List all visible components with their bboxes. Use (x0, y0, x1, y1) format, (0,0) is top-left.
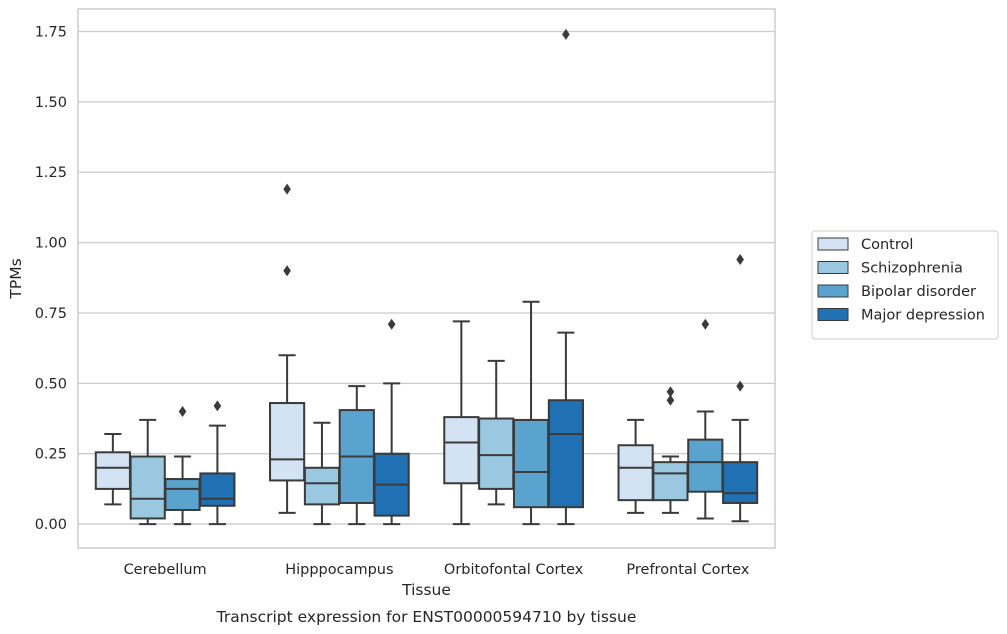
box-body (269, 402, 306, 482)
x-tick-label: Hipppocampus (285, 562, 393, 578)
legend-item: Bipolar disorder (817, 284, 976, 300)
box-body (722, 461, 759, 504)
outlier-point (736, 380, 744, 392)
box-2-3 (547, 28, 584, 526)
y-tick-label: 1.50 (35, 95, 67, 111)
y-axis-label: TPMs (7, 258, 25, 299)
legend-swatch (817, 261, 849, 274)
outlier-point (283, 183, 291, 195)
box-body (129, 455, 166, 520)
box-3-0 (617, 418, 654, 514)
legend-item: Major depression (817, 308, 985, 324)
outlier-point (666, 386, 675, 398)
legend-swatch (817, 284, 849, 298)
x-tick-label: Orbitofontal Cortex (444, 562, 584, 578)
chart-caption: Transcript expression for ENST0000059471… (216, 608, 637, 626)
outlier-point (736, 254, 744, 266)
legend-swatch (817, 308, 849, 321)
x-tick-label: Prefrontal Cortex (626, 562, 749, 578)
box-body (617, 444, 654, 502)
legend-item: Control (817, 237, 913, 253)
box-1-2 (338, 385, 375, 526)
y-tick-label: 0.00 (35, 517, 67, 533)
box-body (199, 472, 236, 507)
outlier-point (283, 265, 291, 277)
box-0-3 (199, 400, 236, 526)
x-axis-label: Tissue (401, 581, 451, 599)
legend-label: Schizophrenia (861, 261, 963, 277)
box-3-3 (722, 254, 759, 523)
box-body (652, 461, 689, 502)
box-3-1 (652, 386, 689, 514)
legend-label: Bipolar disorder (861, 284, 976, 300)
legend-label: Major depression (861, 308, 985, 324)
box-2-1 (478, 359, 515, 506)
legend-frame (811, 230, 999, 340)
y-tick-label: 0.50 (35, 376, 67, 392)
legend-label: Control (861, 237, 913, 253)
box-2-2 (512, 300, 550, 526)
outlier-point (387, 318, 396, 330)
box-3-2 (687, 318, 724, 520)
legend: Control Schizophrenia Bipolar disorder Majo… (811, 230, 999, 340)
outlier-point (562, 28, 570, 40)
y-tick-label: 0.25 (35, 447, 67, 463)
box-body (687, 438, 724, 493)
box-2-0 (443, 320, 480, 526)
box-body (303, 466, 341, 506)
box-body (164, 478, 201, 512)
y-tick-label: 0.75 (35, 306, 67, 322)
outlier-point (178, 405, 187, 417)
x-axis-ticks: Cerebellum Hipppocampus Orbitofontal Corte… (124, 562, 750, 578)
box-body (478, 417, 515, 490)
outlier-point (213, 400, 222, 412)
y-axis-ticks: 0.00 0.25 0.50 0.75 1.00 1.25 1.50 1.75 (35, 25, 67, 534)
grid-lines (78, 30, 775, 525)
box-1-3 (373, 318, 410, 526)
box-body (512, 418, 550, 509)
box-0-1 (129, 418, 166, 526)
outlier-point (701, 318, 710, 330)
boxes-layer (94, 28, 759, 526)
box-body (94, 451, 131, 490)
legend-swatch (817, 237, 849, 251)
y-tick-label: 1.25 (35, 165, 67, 181)
plot-area-frame (77, 8, 776, 549)
box-0-2 (164, 405, 201, 526)
x-tick-label: Cerebellum (124, 562, 207, 578)
box-1-1 (303, 421, 341, 526)
box-1-0 (269, 183, 306, 514)
outlier-point (666, 394, 675, 406)
legend-item: Schizophrenia (817, 261, 963, 277)
box-body (547, 399, 584, 509)
box-body (443, 416, 480, 485)
box-0-0 (94, 433, 131, 506)
y-tick-label: 1.00 (35, 236, 67, 252)
y-tick-label: 1.75 (35, 25, 67, 41)
